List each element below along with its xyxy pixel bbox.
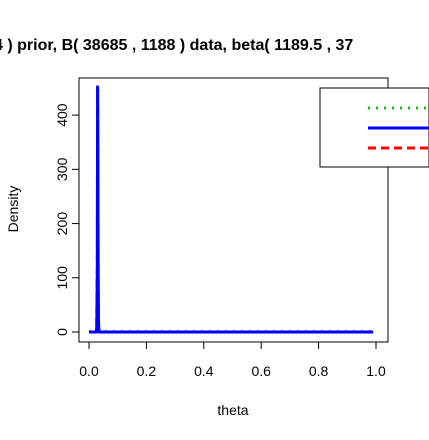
x-tick-label: 0.4 [194,363,214,379]
y-tick-label: 200 [54,212,70,236]
y-tick-label: 400 [54,103,70,127]
x-axis-label: theta [217,402,248,418]
axes: 0.0 0.2 0.4 0.6 0.8 1.0 0 100 200 300 400 [54,77,389,379]
x-tick-label: 0.8 [309,363,329,379]
y-tick-label: 300 [54,157,70,181]
x-tick-label: 0.6 [251,363,271,379]
x-tick-label: 0.2 [137,363,157,379]
chart-title: 4 ) prior, B( 38685 , 1188 ) data, beta(… [0,37,353,54]
plot-area [89,85,376,334]
x-tick-label: 1.0 [366,363,386,379]
y-axis-label: Density [5,186,21,233]
x-tick-label: 0.0 [79,363,99,379]
series-line-1 [89,85,374,334]
y-tick-label: 100 [54,266,70,290]
legend [319,87,429,168]
y-tick-label: 0 [54,328,70,336]
